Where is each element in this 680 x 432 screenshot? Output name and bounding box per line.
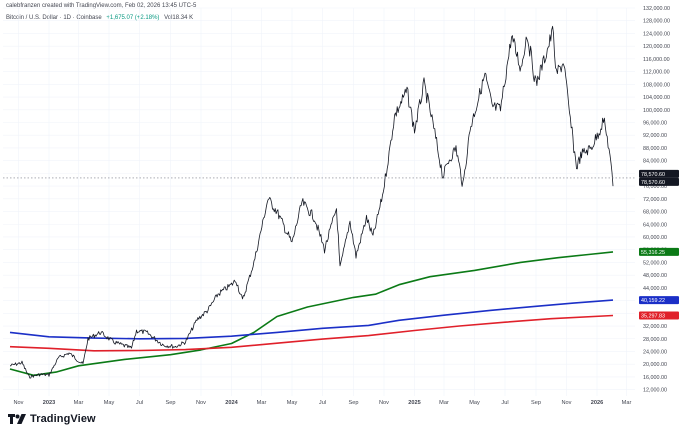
chart-grid — [3, 7, 635, 396]
ma-red-value-label: 35,297.83 — [641, 314, 665, 320]
y-tick-label: 108,000.00 — [643, 82, 670, 88]
x-tick-label: Nov — [14, 400, 24, 406]
chart-credit: calebfranzen created with TradingView.co… — [6, 3, 197, 9]
y-tick-label: 12,000.00 — [643, 388, 667, 394]
x-tick-label: Mar — [257, 400, 267, 406]
y-tick-label: 92,000.00 — [643, 133, 667, 139]
y-tick-label: 100,000.00 — [643, 108, 670, 114]
symbol-info-bar[interactable]: Bitcoin / U.S. Dollar · 1D · Coinbase +1… — [6, 15, 196, 21]
y-tick-label: 132,000.00 — [643, 6, 670, 12]
x-tick-label: May — [287, 400, 298, 406]
x-tick-label: 2024 — [225, 400, 238, 406]
x-tick-label: Mar — [622, 400, 632, 406]
x-tick-label: 2023 — [43, 400, 55, 406]
y-tick-label: 52,000.00 — [643, 260, 667, 266]
y-tick-label: 32,000.00 — [643, 324, 667, 330]
x-tick-label: Mar — [74, 400, 84, 406]
x-tick-label: Nov — [562, 400, 572, 406]
time-axis: Nov 2023 Mar May Jul Sep Nov 2024 Mar May Jul Sep No… — [14, 400, 632, 406]
ma-blue-value-label: 40,159.22 — [641, 298, 665, 304]
x-tick-label: Nov — [379, 400, 389, 406]
y-tick-label: 44,000.00 — [643, 286, 667, 292]
current-price-label: 78,570.60 — [641, 180, 665, 186]
y-tick-label: 28,000.00 — [643, 337, 667, 343]
ma-green-line — [9, 251, 614, 377]
price-series-line — [10, 25, 614, 379]
x-tick-label: Sep — [531, 400, 541, 406]
tradingview-branding: TradingView — [8, 413, 96, 425]
y-tick-label: 128,000.00 — [643, 19, 670, 25]
ma-red-line — [9, 314, 614, 352]
y-tick-label: 88,000.00 — [643, 146, 667, 152]
y-tick-label: 116,000.00 — [643, 57, 670, 63]
x-tick-label: Jul — [319, 400, 326, 406]
price-change: +1,675.07 (+2.18%) — [106, 15, 160, 21]
y-tick-label: 72,000.00 — [643, 197, 667, 203]
y-tick-label: 112,000.00 — [643, 70, 670, 76]
y-tick-label: 24,000.00 — [643, 349, 667, 355]
symbol-title: Bitcoin / U.S. Dollar · 1D · Coinbase — [6, 15, 102, 21]
x-tick-label: May — [104, 400, 115, 406]
x-tick-label: 2025 — [408, 400, 420, 406]
y-tick-label: 68,000.00 — [643, 210, 667, 216]
ma-blue-value-tag — [639, 296, 679, 305]
current-price-tag — [639, 177, 679, 186]
ma-green-value-tag — [639, 247, 679, 256]
y-tick-label: 124,000.00 — [643, 31, 670, 37]
y-tick-label: 96,000.00 — [643, 120, 667, 126]
volume-readout: Vol18.34 K — [164, 15, 194, 21]
y-tick-label: 60,000.00 — [643, 235, 667, 241]
ma-green-value-label: 55,316.25 — [641, 250, 665, 256]
brand-name: TradingView — [30, 413, 96, 425]
y-tick-label: 76,000.00 — [643, 184, 667, 190]
y-tick-label: 120,000.00 — [643, 44, 670, 50]
x-tick-label: May — [469, 400, 480, 406]
y-tick-label: 104,000.00 — [643, 95, 670, 101]
value-tags: 55,316.25 40,159.22 35,297.83 78,570.60 78,5… — [639, 169, 679, 320]
current-price-tag — [639, 169, 679, 178]
price-axis: 132,000.00 128,000.00 124,000.00 120,000.00… — [643, 6, 670, 394]
current-price-label: 78,570.60 — [641, 172, 665, 178]
y-tick-label: 16,000.00 — [643, 375, 667, 381]
x-tick-label: 2026 — [591, 400, 603, 406]
x-tick-label: Jul — [501, 400, 508, 406]
chart-series — [9, 25, 614, 379]
y-tick-label: 84,000.00 — [643, 159, 667, 165]
x-tick-label: Sep — [166, 400, 176, 406]
tradingview-logo-icon — [8, 414, 26, 424]
y-tick-label: 64,000.00 — [643, 222, 667, 228]
x-tick-label: Nov — [196, 400, 206, 406]
y-tick-label: 20,000.00 — [643, 362, 667, 368]
x-tick-label: Jul — [136, 400, 143, 406]
x-tick-label: Sep — [349, 400, 359, 406]
x-tick-label: Mar — [439, 400, 449, 406]
y-tick-label: 48,000.00 — [643, 273, 667, 279]
ma-red-value-tag — [639, 311, 679, 320]
